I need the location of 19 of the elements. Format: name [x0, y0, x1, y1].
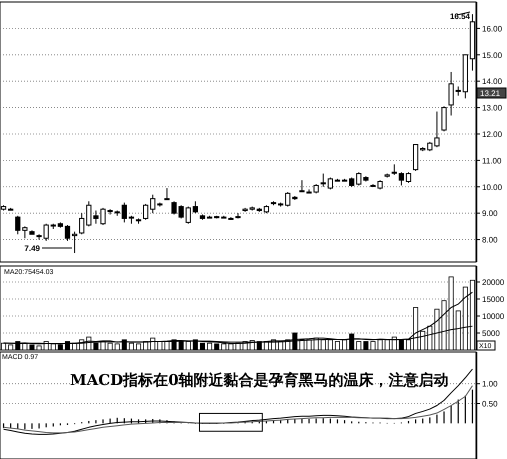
- y-tick-label: 8.00: [482, 236, 498, 245]
- annotation: 16.54: [450, 12, 471, 21]
- y-tick-label: 15.00: [482, 50, 503, 60]
- y-tick-label: 11.00: [482, 156, 502, 166]
- y-tick-label: 16.00: [482, 24, 503, 34]
- y-tick-label: 0.50: [482, 400, 498, 409]
- y-tick-label: 13.00: [482, 104, 503, 113]
- y-tick-label: 15000: [482, 294, 505, 304]
- y-tick-label: 1.00: [482, 380, 498, 389]
- y-tick-label: 10000: [482, 312, 505, 321]
- text: 13.21: [480, 89, 501, 98]
- y-tick-label: 20000: [482, 278, 505, 287]
- y-tick-label: 14.00: [482, 77, 503, 86]
- y-tick-label: 5000: [482, 328, 500, 338]
- y-tick-label: 10.00: [482, 182, 503, 192]
- annotation: 7.49: [24, 244, 41, 253]
- y-tick-label: 9.00: [482, 209, 498, 218]
- y-tick-label: 12.00: [482, 130, 503, 139]
- annotation: MACD指标在0轴附近黏合是孕育黑马的温床，注意启动: [70, 371, 449, 389]
